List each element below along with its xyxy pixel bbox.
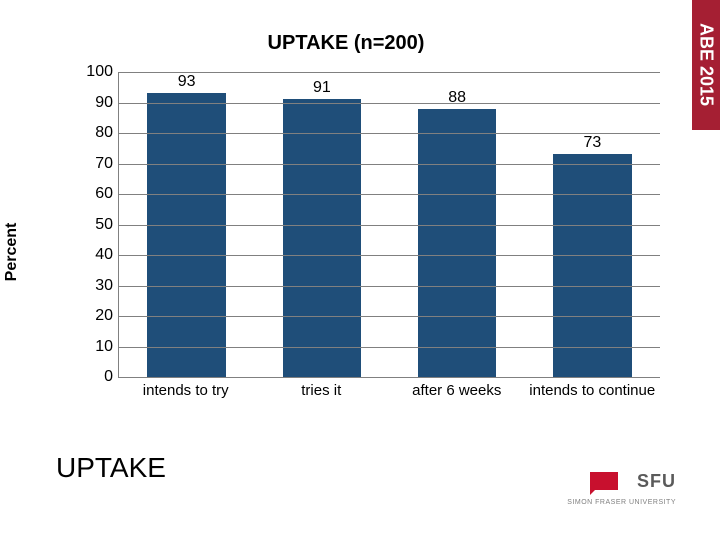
y-tick-label: 80 bbox=[73, 124, 113, 142]
x-tick-label: after 6 weeks bbox=[389, 382, 525, 400]
bar: 73 bbox=[553, 154, 631, 377]
bar-value-label: 88 bbox=[448, 89, 466, 107]
bar: 91 bbox=[283, 99, 361, 377]
y-tick-label: 100 bbox=[73, 63, 113, 81]
x-tick-label: intends to try bbox=[118, 382, 254, 400]
gridline bbox=[119, 133, 660, 134]
gridline bbox=[119, 103, 660, 104]
y-tick-label: 60 bbox=[73, 185, 113, 203]
gridline bbox=[119, 225, 660, 226]
x-axis-labels: intends to trytries itafter 6 weeksinten… bbox=[118, 382, 660, 400]
y-tick-label: 70 bbox=[73, 155, 113, 173]
y-tick-label: 0 bbox=[73, 368, 113, 386]
y-tick-label: 10 bbox=[73, 338, 113, 356]
gridline bbox=[119, 72, 660, 73]
chart: Percent 93918873 0102030405060708090100 … bbox=[40, 72, 660, 432]
slide: ABE 2015 UPTAKE (n=200) Percent 93918873… bbox=[0, 0, 720, 540]
chart-title: UPTAKE (n=200) bbox=[0, 32, 692, 55]
bar: 93 bbox=[147, 93, 225, 377]
bar-value-label: 73 bbox=[583, 134, 601, 152]
y-tick-label: 40 bbox=[73, 246, 113, 264]
x-tick-label: tries it bbox=[254, 382, 390, 400]
gridline bbox=[119, 194, 660, 195]
y-tick-label: 90 bbox=[73, 94, 113, 112]
logo-text: SFU bbox=[637, 471, 676, 492]
gridline bbox=[119, 286, 660, 287]
y-tick-label: 50 bbox=[73, 216, 113, 234]
bar-value-label: 91 bbox=[313, 79, 331, 97]
plot-area: 93918873 0102030405060708090100 bbox=[118, 72, 660, 378]
bar: 88 bbox=[418, 109, 496, 377]
sidebar-tab-label: ABE 2015 bbox=[696, 23, 717, 106]
logo-subtext: SIMON FRASER UNIVERSITY bbox=[567, 499, 676, 506]
y-axis-label: Percent bbox=[3, 223, 21, 282]
gridline bbox=[119, 255, 660, 256]
y-tick-label: 30 bbox=[73, 277, 113, 295]
bar-value-label: 93 bbox=[178, 73, 196, 91]
y-tick-label: 20 bbox=[73, 307, 113, 325]
x-tick-label: intends to continue bbox=[525, 382, 661, 400]
gridline bbox=[119, 347, 660, 348]
section-title: UPTAKE bbox=[56, 452, 166, 484]
gridline bbox=[119, 164, 660, 165]
logo-badge-icon bbox=[590, 472, 618, 490]
gridline bbox=[119, 316, 660, 317]
sidebar-tab: ABE 2015 bbox=[692, 0, 720, 130]
